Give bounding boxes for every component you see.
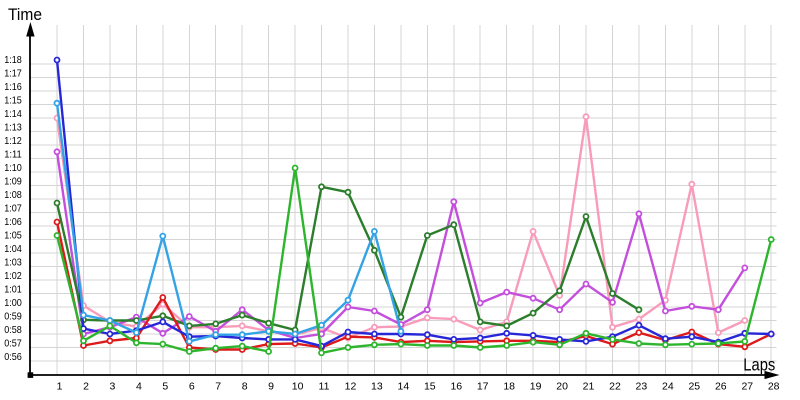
svg-text:1:00: 1:00 (4, 297, 22, 309)
svg-text:1:18: 1:18 (4, 54, 22, 66)
svg-text:1:05: 1:05 (4, 230, 22, 242)
svg-text:1:10: 1:10 (4, 162, 22, 174)
svg-text:1:13: 1:13 (4, 122, 22, 134)
svg-text:10: 10 (292, 380, 304, 392)
svg-text:12: 12 (345, 380, 357, 392)
svg-text:19: 19 (530, 380, 542, 392)
svg-text:22: 22 (609, 380, 621, 392)
svg-text:15: 15 (424, 380, 436, 392)
svg-text:28: 28 (768, 380, 780, 392)
svg-text:11: 11 (319, 380, 330, 392)
svg-text:1:14: 1:14 (4, 108, 22, 120)
svg-text:0:59: 0:59 (4, 311, 22, 323)
svg-text:0:57: 0:57 (4, 338, 22, 350)
svg-text:24: 24 (662, 380, 674, 392)
svg-text:1:02: 1:02 (4, 270, 22, 282)
svg-text:Time: Time (8, 6, 42, 24)
svg-text:14: 14 (398, 380, 410, 392)
svg-text:1:12: 1:12 (4, 135, 22, 147)
svg-text:4: 4 (136, 380, 142, 392)
svg-text:18: 18 (503, 380, 515, 392)
svg-text:5: 5 (162, 380, 168, 392)
svg-text:0:58: 0:58 (4, 324, 22, 336)
svg-text:20: 20 (556, 380, 568, 392)
svg-text:3: 3 (109, 380, 115, 392)
svg-text:1: 1 (57, 380, 63, 392)
svg-text:1:11: 1:11 (4, 149, 22, 161)
svg-text:27: 27 (741, 380, 753, 392)
svg-text:26: 26 (715, 380, 727, 392)
svg-text:23: 23 (636, 380, 648, 392)
svg-text:1:06: 1:06 (4, 216, 22, 228)
svg-text:1:08: 1:08 (4, 189, 22, 201)
svg-text:16: 16 (450, 380, 462, 392)
svg-text:1:01: 1:01 (4, 284, 22, 296)
svg-text:1:09: 1:09 (4, 176, 22, 188)
svg-text:6: 6 (189, 380, 195, 392)
svg-text:1:16: 1:16 (4, 81, 22, 93)
svg-text:9: 9 (268, 380, 274, 392)
svg-text:1:03: 1:03 (4, 257, 22, 269)
svg-text:1:17: 1:17 (4, 68, 22, 80)
svg-text:7: 7 (215, 380, 221, 392)
svg-text:25: 25 (688, 380, 700, 392)
svg-text:2: 2 (83, 380, 89, 392)
svg-text:17: 17 (477, 380, 489, 392)
svg-text:1:04: 1:04 (4, 243, 22, 255)
svg-text:0:56: 0:56 (4, 351, 22, 363)
svg-text:1:07: 1:07 (4, 203, 22, 215)
svg-text:13: 13 (371, 380, 383, 392)
svg-text:21: 21 (583, 380, 595, 392)
svg-text:1:15: 1:15 (4, 95, 22, 107)
svg-text:Laps: Laps (743, 354, 775, 374)
svg-text:8: 8 (242, 380, 248, 392)
